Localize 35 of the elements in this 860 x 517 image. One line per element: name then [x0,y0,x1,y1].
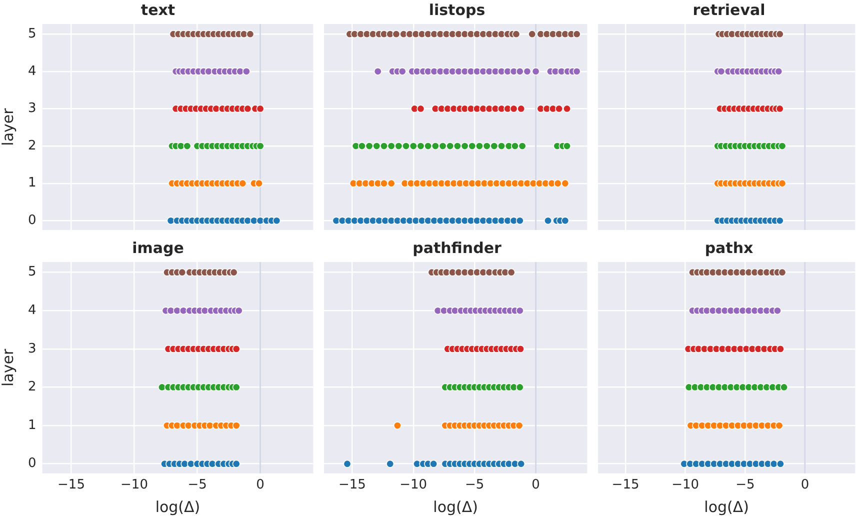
x-tick-label: −5 [736,478,755,493]
x-tick-label: −10 [120,478,148,493]
y-axis-title: layer [0,107,17,146]
x-tick-label: −10 [672,478,700,493]
chart-title: listops [428,0,486,19]
y-tick-label: 4 [28,64,36,79]
x-tick-label: 0 [532,478,540,493]
x-tick-label: 0 [256,478,264,493]
y-tick-label: 4 [28,303,36,318]
x-tick-label: −15 [338,478,366,493]
y-tick-label: 3 [28,341,36,356]
x-tick-label: −15 [612,478,640,493]
y-tick-label: 1 [28,176,36,191]
x-axis-title: log(Δ) [704,498,750,516]
x-tick-label: −5 [188,478,207,493]
x-tick-label: 0 [800,478,810,493]
x-tick-label: −10 [400,478,428,493]
x-axis-title: log(Δ) [155,498,200,516]
y-tick-label: 1 [28,418,36,433]
chart-title: text [140,0,176,19]
chart-title: retrieval [692,0,766,19]
x-tick-label: −15 [58,478,85,493]
y-tick-label: 0 [28,456,36,472]
chart-title: pathx [704,238,754,257]
x-axis-title: log(Δ) [433,498,478,516]
chart-title: pathfinder [412,238,502,257]
y-tick-label: 3 [28,101,36,116]
y-tick-label: 2 [28,380,36,395]
y-tick-label: 5 [28,264,36,280]
y-tick-label: 0 [28,213,36,228]
y-axis-title: layer [0,348,17,387]
chart-title: image [132,238,184,257]
x-tick-label: −5 [464,478,484,493]
y-tick-label: 2 [28,138,36,154]
y-tick-label: 5 [28,26,36,42]
